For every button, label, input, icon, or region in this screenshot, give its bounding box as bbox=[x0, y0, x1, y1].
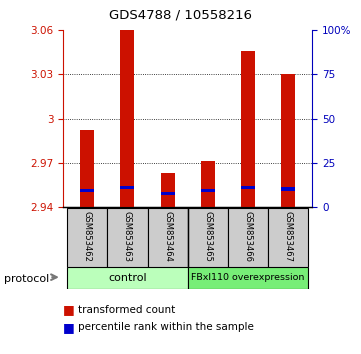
Bar bbox=[161, 192, 175, 195]
Text: control: control bbox=[108, 273, 147, 283]
Bar bbox=[241, 51, 255, 207]
Bar bbox=[241, 186, 255, 189]
Bar bbox=[80, 130, 94, 207]
Text: GSM853466: GSM853466 bbox=[243, 211, 252, 262]
Bar bbox=[228, 208, 268, 267]
Text: GDS4788 / 10558216: GDS4788 / 10558216 bbox=[109, 9, 252, 22]
Bar bbox=[121, 30, 135, 207]
Bar bbox=[67, 208, 107, 267]
Bar bbox=[201, 189, 215, 192]
Text: protocol: protocol bbox=[4, 274, 49, 284]
Text: transformed count: transformed count bbox=[78, 305, 175, 315]
Text: ■: ■ bbox=[63, 303, 75, 316]
Bar bbox=[281, 187, 295, 191]
Bar bbox=[121, 186, 135, 189]
Bar bbox=[80, 189, 94, 192]
Text: percentile rank within the sample: percentile rank within the sample bbox=[78, 322, 253, 332]
Bar bbox=[188, 267, 308, 289]
Bar bbox=[201, 161, 215, 207]
Bar bbox=[281, 74, 295, 207]
Text: GSM853463: GSM853463 bbox=[123, 211, 132, 262]
Bar bbox=[161, 173, 175, 207]
Bar bbox=[268, 208, 308, 267]
Text: GSM853462: GSM853462 bbox=[83, 211, 92, 262]
Text: GSM853467: GSM853467 bbox=[284, 211, 293, 262]
Text: FBxl110 overexpression: FBxl110 overexpression bbox=[191, 273, 305, 282]
Text: ■: ■ bbox=[63, 321, 75, 334]
Bar bbox=[188, 208, 228, 267]
Bar bbox=[148, 208, 188, 267]
Bar bbox=[107, 208, 148, 267]
Bar bbox=[67, 267, 188, 289]
Text: GSM853464: GSM853464 bbox=[163, 211, 172, 262]
Text: GSM853465: GSM853465 bbox=[203, 211, 212, 262]
